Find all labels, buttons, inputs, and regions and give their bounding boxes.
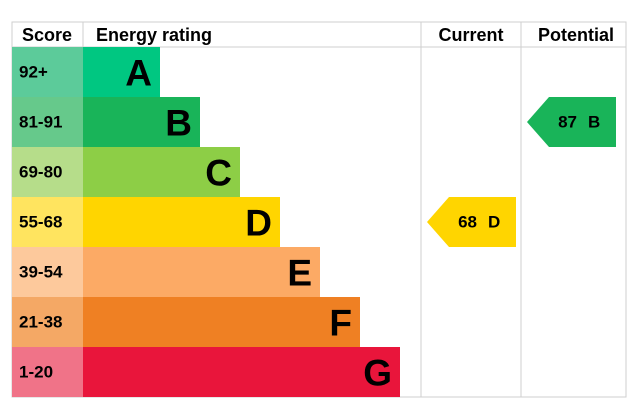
rating-letter: F bbox=[329, 303, 352, 344]
score-label: 55-68 bbox=[19, 213, 62, 232]
score-cell bbox=[12, 47, 83, 97]
rating-bar bbox=[83, 47, 160, 97]
rating-letter: D bbox=[245, 203, 272, 244]
score-cell bbox=[12, 197, 83, 247]
score-label: 21-38 bbox=[19, 313, 62, 332]
score-cell bbox=[12, 297, 83, 347]
rating-bar bbox=[83, 97, 200, 147]
score-cell bbox=[12, 247, 83, 297]
current-value: 68 bbox=[458, 213, 477, 232]
rating-bar bbox=[83, 297, 360, 347]
score-label: 1-20 bbox=[19, 363, 53, 382]
potential-letter: B bbox=[588, 113, 600, 132]
header-rating: Energy rating bbox=[96, 25, 212, 45]
rating-letter: B bbox=[165, 103, 192, 144]
header-potential: Potential bbox=[538, 25, 614, 45]
score-label: 39-54 bbox=[19, 263, 63, 282]
header-current: Current bbox=[438, 25, 503, 45]
score-cell bbox=[12, 97, 83, 147]
rating-bar bbox=[83, 197, 280, 247]
score-cell bbox=[12, 147, 83, 197]
rating-bar bbox=[83, 247, 320, 297]
rating-letter: A bbox=[125, 53, 152, 94]
score-label: 81-91 bbox=[19, 113, 62, 132]
score-label: 69-80 bbox=[19, 163, 62, 182]
current-letter: D bbox=[488, 213, 500, 232]
potential-value: 87 bbox=[558, 113, 577, 132]
rating-letter: E bbox=[287, 253, 312, 294]
potential-arrow bbox=[527, 97, 616, 147]
rating-letter: C bbox=[205, 153, 232, 194]
rating-bar bbox=[83, 347, 400, 397]
rating-letter: G bbox=[363, 353, 392, 394]
current-arrow bbox=[427, 197, 516, 247]
score-cell bbox=[12, 347, 83, 397]
rating-bar bbox=[83, 147, 240, 197]
header-score: Score bbox=[22, 25, 72, 45]
score-label: 92+ bbox=[19, 63, 48, 82]
